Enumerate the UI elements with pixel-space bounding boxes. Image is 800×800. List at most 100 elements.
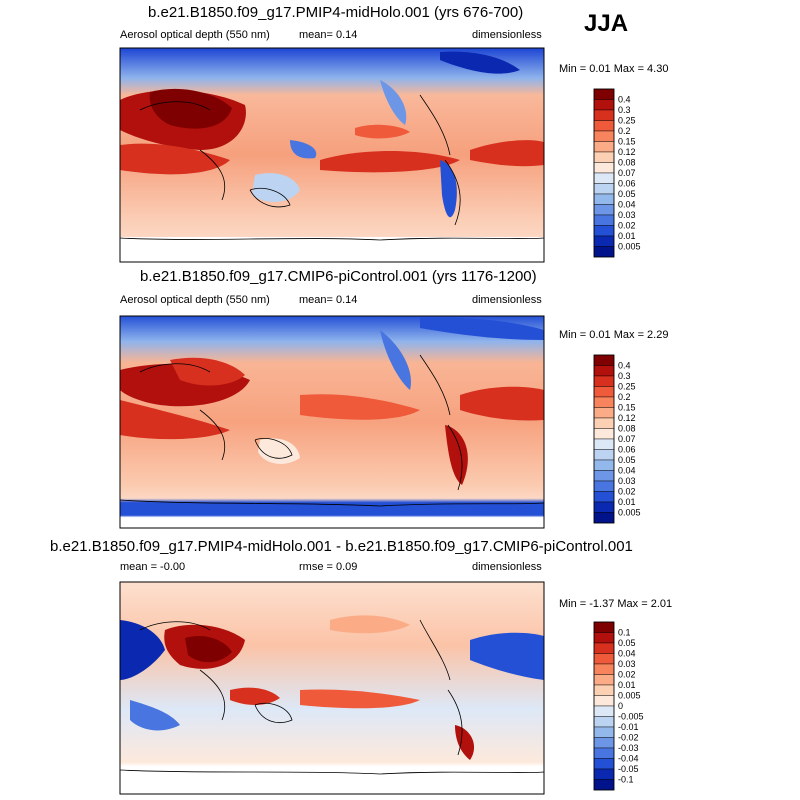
colorbar-swatch — [593, 491, 615, 503]
colorbar-tick-label: 0.01 — [618, 680, 636, 690]
colorbar-swatch — [593, 417, 615, 429]
colorbar-tick-label: 0.12 — [618, 413, 636, 423]
colorbar-tick-label: -0.03 — [618, 743, 639, 753]
colorbar-swatch — [593, 354, 615, 366]
colorbar-swatch — [593, 747, 615, 759]
colorbar-tick-label: 0.05 — [618, 189, 636, 199]
colorbar-tick-label: 0.25 — [618, 116, 636, 126]
colorbar-swatch — [593, 193, 615, 205]
colorbar-swatch — [593, 480, 615, 492]
map-panel-1 — [119, 47, 545, 263]
colorbar-tick-label: 0.2 — [618, 126, 631, 136]
colorbar-tick-label: 0.02 — [618, 670, 636, 680]
colorbar-swatch — [593, 88, 615, 100]
colorbar-tick-label: 0.3 — [618, 371, 631, 381]
colorbar-swatch — [593, 705, 615, 717]
colorbar-tick-label: 0.2 — [618, 392, 631, 402]
colorbar-swatch — [593, 501, 615, 513]
colorbar-tick-label: -0.01 — [618, 722, 639, 732]
colorbar-2: 0.40.30.250.20.150.120.080.070.060.050.0… — [593, 354, 641, 524]
colorbar-swatch — [593, 151, 615, 163]
colorbar-swatch — [593, 141, 615, 153]
colorbar-swatch — [593, 365, 615, 377]
colorbar-tick-label: 0.12 — [618, 147, 636, 157]
colorbar-tick-label: 0.3 — [618, 105, 631, 115]
colorbar-1: 0.40.30.250.20.150.120.080.070.060.05 0.0… — [593, 88, 641, 258]
colorbar-tick-label: 0.005 — [618, 691, 641, 701]
colorbar-tick-label: 0.06 — [618, 179, 636, 189]
colorbar-swatch — [593, 109, 615, 121]
colorbar-tick-label: 0.05 — [618, 455, 636, 465]
colorbar-tick-label: 0.01 — [618, 231, 636, 241]
colorbar-swatch — [593, 779, 615, 791]
colorbar-tick-label: 0.08 — [618, 424, 636, 434]
panel1-title: b.e21.B1850.f09_g17.PMIP4-midHolo.001 (y… — [148, 4, 524, 21]
panel2-variable-label: Aerosol optical depth (550 nm) — [120, 294, 270, 306]
panel1-variable-label: Aerosol optical depth (550 nm) — [120, 29, 270, 41]
colorbar-tick-label: 0.08 — [618, 158, 636, 168]
colorbar-tick-label: 0.02 — [618, 487, 636, 497]
colorbar-tick-label: 0.07 — [618, 168, 636, 178]
colorbar-swatch — [593, 449, 615, 461]
map-panel-2 — [119, 315, 545, 529]
colorbar-swatch — [593, 225, 615, 237]
colorbar-tick-label: -0.005 — [618, 712, 644, 722]
colorbar-tick-label: 0.4 — [618, 361, 631, 371]
colorbar-tick-label: -0.05 — [618, 764, 639, 774]
colorbar-swatch — [593, 130, 615, 142]
colorbar-swatch — [593, 470, 615, 482]
colorbar-tick-label: 0.005 — [618, 508, 641, 518]
colorbar-swatch — [593, 246, 615, 258]
colorbar-swatch — [593, 674, 615, 686]
panel3-mean-label: mean = -0.00 — [120, 561, 186, 573]
panel1-mean-label: mean= 0.14 — [299, 29, 358, 41]
colorbar-swatch — [593, 183, 615, 195]
colorbar-swatch — [593, 695, 615, 707]
colorbar-tick-label: 0.03 — [618, 210, 636, 220]
panel2-title: b.e21.B1850.f09_g17.CMIP6-piControl.001 … — [140, 268, 537, 285]
colorbar-swatch — [593, 642, 615, 654]
colorbar-swatch — [593, 716, 615, 728]
colorbar-tick-label: 0.05 — [618, 638, 636, 648]
colorbar-tick-label: 0.15 — [618, 137, 636, 147]
panel1-units-label: dimensionless — [472, 29, 542, 41]
colorbar-3: 0.10.050.040.030.020.010.0050-0.005-0.01… — [593, 621, 644, 791]
panel1-minmax: Min = 0.01 Max = 4.30 — [559, 63, 669, 75]
colorbar-swatch — [593, 396, 615, 408]
colorbar-tick-label: 0 — [618, 701, 623, 711]
colorbar-swatch — [593, 162, 615, 174]
colorbar-swatch — [593, 407, 615, 419]
colorbar-tick-label: 0.04 — [618, 649, 636, 659]
colorbar-swatch — [593, 758, 615, 770]
colorbar-swatch — [593, 726, 615, 738]
colorbar-swatch — [593, 438, 615, 450]
colorbar-swatch — [593, 663, 615, 675]
colorbar-tick-label: 0.25 — [618, 382, 636, 392]
colorbar-tick-label: 0.01 — [618, 497, 636, 507]
panel3-rmse-label: rmse = 0.09 — [299, 561, 358, 573]
panel2-mean-label: mean= 0.14 — [299, 294, 358, 306]
map-panel-3 — [119, 581, 545, 795]
season-label: JJA — [584, 10, 629, 37]
colorbar-frame — [593, 88, 615, 258]
panel2-minmax: Min = 0.01 Max = 2.29 — [559, 329, 669, 341]
colorbar-tick-label: -0.1 — [618, 775, 634, 785]
colorbar-tick-label: 0.15 — [618, 403, 636, 413]
colorbar-frame — [593, 621, 615, 791]
colorbar-tick-label: 0.03 — [618, 659, 636, 669]
colorbar-tick-label: 0.03 — [618, 476, 636, 486]
colorbar-swatch — [593, 99, 615, 111]
colorbar-swatch — [593, 621, 615, 633]
colorbar-swatch — [593, 204, 615, 216]
colorbar-tick-label: 0.1 — [618, 628, 631, 638]
colorbar-tick-label: 0.04 — [618, 466, 636, 476]
colorbar-tick-label: -0.04 — [618, 754, 639, 764]
colorbar-swatch — [593, 737, 615, 749]
colorbar-swatch — [593, 512, 615, 524]
colorbar-frame — [593, 354, 615, 524]
colorbar-tick-label: 0.02 — [618, 221, 636, 231]
colorbar-tick-label: 0.4 — [618, 95, 631, 105]
colorbar-swatch — [593, 459, 615, 471]
panel3-title: b.e21.B1850.f09_g17.PMIP4-midHolo.001 - … — [50, 538, 633, 555]
